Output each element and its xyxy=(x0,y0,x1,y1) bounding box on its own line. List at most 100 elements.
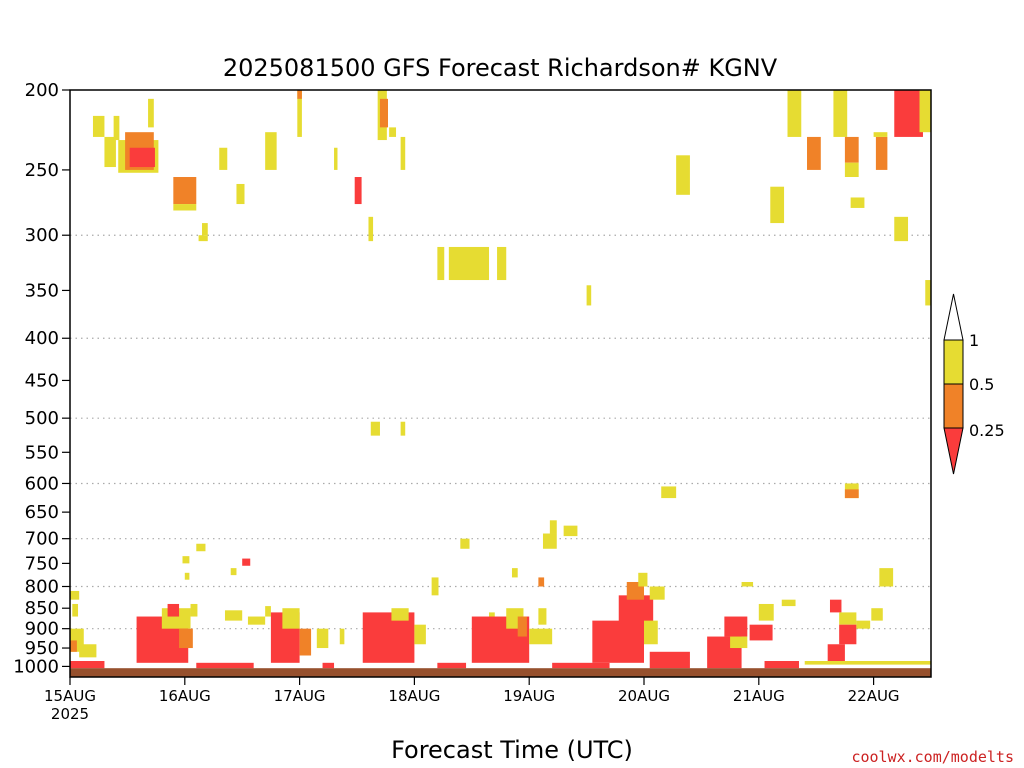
cell-38 xyxy=(299,628,312,656)
cell-72 xyxy=(586,285,592,306)
cell-26 xyxy=(184,572,190,580)
ytick-label-1000: 1000 xyxy=(13,656,59,677)
xtick-label-16AUG: 16AUG xyxy=(159,687,211,705)
cell-77 xyxy=(649,586,665,600)
cell-27 xyxy=(242,558,251,566)
xtick-label-21AUG: 21AUG xyxy=(733,687,785,705)
legend-bin-red xyxy=(943,427,964,475)
ground-layer xyxy=(70,668,931,677)
cell-68 xyxy=(542,533,557,549)
cell-107 xyxy=(827,644,845,663)
color-legend: 1 0.5 0.25 xyxy=(943,293,1005,475)
cell-53 xyxy=(414,624,426,645)
ytick-label-950: 950 xyxy=(25,638,59,659)
cell-42 xyxy=(334,147,338,170)
cell-70 xyxy=(563,525,578,537)
cell-59 xyxy=(460,538,470,549)
cell-109 xyxy=(844,489,859,499)
cell-8 xyxy=(113,115,120,141)
cell-22 xyxy=(219,147,228,170)
cell-98 xyxy=(873,132,888,137)
cell-20 xyxy=(202,223,208,236)
xtick-label-20AUG: 20AUG xyxy=(618,687,670,705)
cell-78 xyxy=(644,620,658,645)
ytick-label-200: 200 xyxy=(25,80,59,101)
cell-99 xyxy=(894,90,923,137)
cell-1 xyxy=(72,603,79,617)
ytick-label-700: 700 xyxy=(25,529,59,550)
ytick-label-350: 350 xyxy=(25,280,59,301)
cell-69 xyxy=(549,520,557,534)
cell-41 xyxy=(322,662,335,669)
legend-bin-gt1 xyxy=(943,293,964,341)
cell-86 xyxy=(749,624,773,641)
cell-101 xyxy=(894,216,909,242)
cell-56 xyxy=(448,246,490,281)
cell-28 xyxy=(230,568,237,576)
cell-100 xyxy=(919,90,931,133)
ytick-label-300: 300 xyxy=(25,225,59,246)
cell-15 xyxy=(167,603,180,617)
ytick-label-800: 800 xyxy=(25,576,59,597)
cell-89 xyxy=(764,661,799,669)
cell-51 xyxy=(362,612,415,663)
xtick-label-22AUG: 22AUG xyxy=(848,687,900,705)
cell-47 xyxy=(389,127,397,137)
cell-97 xyxy=(875,136,888,170)
ytick-label-250: 250 xyxy=(25,160,59,181)
cell-83 xyxy=(724,616,748,637)
cell-11 xyxy=(129,147,155,168)
cell-3 xyxy=(79,644,97,658)
ytick-label-450: 450 xyxy=(25,370,59,391)
cell-24 xyxy=(182,556,190,564)
cell-29 xyxy=(224,610,243,621)
cell-92 xyxy=(807,136,821,170)
cell-12 xyxy=(148,98,154,128)
cell-79 xyxy=(649,651,690,669)
cell-48 xyxy=(400,136,406,170)
cell-80 xyxy=(661,486,677,499)
cell-23 xyxy=(236,183,245,205)
ground-strip xyxy=(70,668,931,677)
cell-35 xyxy=(297,90,302,99)
ytick-label-900: 900 xyxy=(25,619,59,640)
y-axis-ticks: 200 250 300 350 400 450 500 550 600 650 700 7508008… xyxy=(13,80,70,677)
cell-21 xyxy=(198,235,208,242)
ytick-label-850: 850 xyxy=(25,598,59,619)
cell-67 xyxy=(538,577,545,587)
xtick-sublabel-15AUG: 2025 xyxy=(51,705,89,723)
cell-84 xyxy=(730,636,748,649)
legend-label-0: 1 xyxy=(969,331,979,350)
credit-link[interactable]: coolwx.com/modelts xyxy=(851,748,1014,766)
cell-66 xyxy=(511,568,518,578)
cell-17 xyxy=(190,603,198,617)
cell-88 xyxy=(781,599,796,607)
cell-106 xyxy=(856,620,871,629)
cell-37 xyxy=(282,608,300,629)
cell-52 xyxy=(391,608,409,621)
cell-96 xyxy=(850,197,865,208)
cell-39 xyxy=(316,628,329,649)
xtick-label-18AUG: 18AUG xyxy=(388,687,440,705)
cell-16 xyxy=(179,628,193,649)
cell-33 xyxy=(265,132,277,170)
cell-44 xyxy=(368,216,374,242)
cell-43 xyxy=(354,177,362,205)
cell-4 xyxy=(70,640,77,652)
cell-71 xyxy=(552,662,610,669)
legend-label-1: 0.5 xyxy=(969,375,994,394)
ytick-label-500: 500 xyxy=(25,408,59,429)
cell-34 xyxy=(297,90,302,137)
legend-label-2: 0.25 xyxy=(969,421,1005,440)
ytick-label-550: 550 xyxy=(25,442,59,463)
cell-91 xyxy=(787,90,802,137)
cell-64 xyxy=(529,628,553,645)
cell-46 xyxy=(379,98,388,128)
cell-58 xyxy=(431,577,439,596)
legend-bin-yellow xyxy=(943,339,964,385)
cell-81 xyxy=(676,155,690,195)
cell-49 xyxy=(370,421,380,436)
cell-104 xyxy=(839,612,857,625)
